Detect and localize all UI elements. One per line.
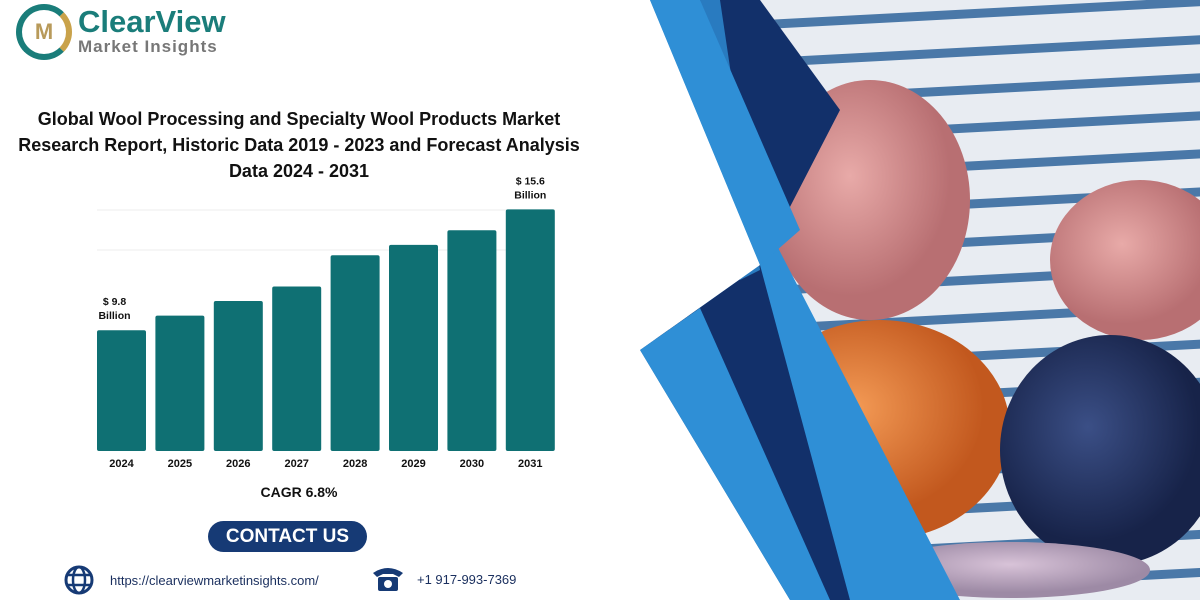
x-tick-label: 2027 [284, 458, 308, 470]
data-label: Billion [514, 189, 546, 201]
bar-2026 [213, 301, 263, 451]
brand-tagline: Market Insights [78, 37, 218, 56]
phone-contact: +1 917-993-7369 [371, 565, 516, 593]
x-tick-label: 2025 [168, 458, 192, 470]
data-label: $ 15.6 [516, 175, 545, 187]
bar-2029 [389, 244, 438, 451]
bar-2024 [97, 330, 146, 451]
globe-icon [64, 565, 94, 595]
phone-number: +1 917-993-7369 [417, 571, 517, 587]
contact-us-button[interactable]: CONTACT US [208, 521, 367, 552]
x-tick-label: 2028 [343, 458, 367, 470]
x-tick-label: 2024 [109, 458, 134, 470]
x-tick-label: 2029 [401, 458, 425, 470]
bar-2030 [447, 230, 497, 451]
bar-chart: 2024 $ 9.8 Billion 2025 2026 2027 2028 2029 2030… [97, 175, 555, 470]
website-link[interactable]: https://clearviewmarketinsights.com/ [64, 565, 319, 595]
x-tick-label: 2030 [460, 458, 484, 470]
website-url[interactable]: https://clearviewmarketinsights.com/ [110, 572, 319, 588]
cagr-label: CAGR 6.8% [260, 484, 338, 500]
x-tick-label: 2026 [226, 458, 250, 470]
bar-2025 [155, 315, 205, 451]
data-label: Billion [98, 310, 130, 322]
logo-icon: M [16, 4, 72, 60]
bar-2031 [505, 209, 555, 451]
data-label: $ 9.8 [103, 296, 127, 308]
report-title: Global Wool Processing and Specialty Woo… [18, 109, 580, 181]
bar-2027 [272, 286, 322, 451]
brand-logo: M ClearView Market Insights [16, 4, 226, 60]
bar-2028 [330, 255, 380, 451]
x-tick-label: 2031 [518, 458, 542, 470]
brand-name: ClearView [78, 4, 226, 39]
telephone-icon [373, 568, 403, 591]
